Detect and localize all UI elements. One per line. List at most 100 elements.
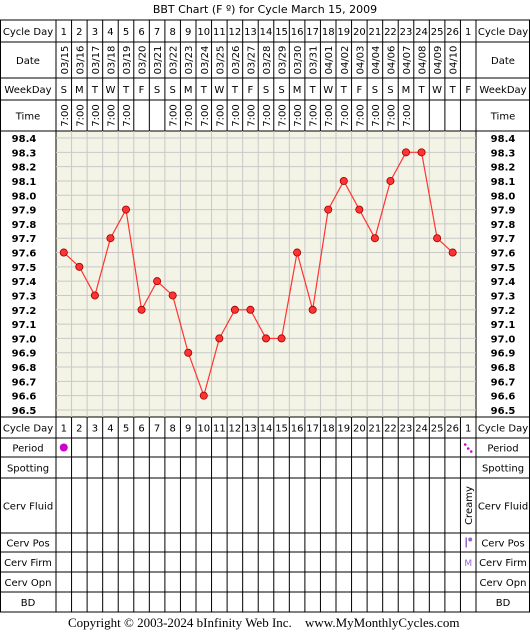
cycle-day-number: 20 <box>353 27 366 38</box>
weekday-label-left: WeekDay <box>4 85 51 96</box>
cycle-day-number-bottom: 20 <box>353 424 366 435</box>
temp-tick-label-right: 97.5 <box>491 263 516 274</box>
weekday-value: M <box>184 85 193 96</box>
period-label-right: Period <box>487 444 518 455</box>
temp-tick-label-right: 98.1 <box>491 177 516 188</box>
date-value: 03/30 <box>293 46 304 75</box>
cycle-day-number-bottom: 24 <box>415 424 428 435</box>
temp-tick-label-left: 98.2 <box>12 163 37 174</box>
date-value: 03/23 <box>184 46 195 75</box>
light-period-dots-icon <box>466 447 470 450</box>
cycle-day-number: 17 <box>306 27 319 38</box>
weekday-value: W <box>105 85 115 96</box>
date-label-left: Date <box>16 56 40 67</box>
temp-tick-label-left: 97.6 <box>12 249 37 260</box>
temperature-point <box>386 176 395 185</box>
weekday-value: T <box>418 85 426 96</box>
cycle-day-number-bottom: 5 <box>123 424 129 435</box>
weekday-value: T <box>231 85 239 96</box>
temp-tick-label-right: 96.6 <box>491 392 516 403</box>
date-value: 03/19 <box>122 46 133 75</box>
cycle-day-number: 11 <box>213 27 226 38</box>
temp-tick-label-left: 96.6 <box>12 392 37 403</box>
date-value: 04/10 <box>449 46 460 75</box>
cerv-pos-label-right: Cerv Pos <box>481 539 524 550</box>
temp-tick-label-left: 96.9 <box>12 349 37 360</box>
time-value: 7:00 <box>106 104 117 126</box>
temperature-point <box>199 391 208 400</box>
temp-tick-label-left: 98.3 <box>12 148 37 159</box>
cycle-day-number: 13 <box>244 27 257 38</box>
data-layer <box>59 148 473 548</box>
cycle-day-number-bottom: 22 <box>384 424 397 435</box>
weekday-value: F <box>139 85 145 96</box>
weekday-value: M <box>75 85 84 96</box>
time-value: 7:00 <box>293 104 304 126</box>
temp-tick-label-left: 97.2 <box>12 306 37 317</box>
period-marker <box>59 443 68 452</box>
cerv-firm-value: M <box>464 559 472 569</box>
temp-tick-label-right: 96.8 <box>491 363 516 374</box>
time-value: 7:00 <box>324 104 335 126</box>
cycle-day-number-bottom: 26 <box>446 424 459 435</box>
site-url[interactable]: www.MyMonthlyCycles.com <box>305 615 459 630</box>
cycle-day-number-bottom: 19 <box>337 424 350 435</box>
cerv-fluid-label-left: Cerv Fluid <box>3 502 53 513</box>
temp-tick-label-left: 96.7 <box>12 377 37 388</box>
time-value: 7:00 <box>262 104 273 126</box>
weekday-value: S <box>372 85 378 96</box>
date-value: 03/15 <box>60 46 71 75</box>
temp-tick-label-right: 96.5 <box>491 406 516 417</box>
cycle-day-label-right: Cycle Day <box>478 27 528 38</box>
temp-tick-label-right: 98.3 <box>491 148 516 159</box>
cycle-day-number: 16 <box>291 27 304 38</box>
cycle-day-label-bottom-left: Cycle Day <box>3 424 53 435</box>
date-value: 04/01 <box>324 46 335 75</box>
weekday-value: F <box>356 85 362 96</box>
temp-tick-label-right: 97.8 <box>491 220 516 231</box>
cycle-day-number: 21 <box>369 27 382 38</box>
cycle-day-number: 25 <box>431 27 444 38</box>
period-label-left: Period <box>12 444 43 455</box>
weekday-value: T <box>200 85 208 96</box>
time-label-left: Time <box>15 112 40 123</box>
cycle-day-number: 23 <box>400 27 413 38</box>
weekday-value: W <box>432 85 442 96</box>
temp-tick-label-left: 97.7 <box>12 234 37 245</box>
weekday-value: S <box>278 85 284 96</box>
cycle-day-number-bottom: 4 <box>107 424 113 435</box>
temperature-point <box>153 277 162 286</box>
time-value: 7:00 <box>340 104 351 126</box>
temp-tick-label-right: 98.4 <box>491 134 516 145</box>
time-value: 7:00 <box>402 104 413 126</box>
weekday-label-right: WeekDay <box>479 85 526 96</box>
cycle-day-number-bottom: 25 <box>431 424 444 435</box>
cycle-day-number-bottom: 16 <box>291 424 304 435</box>
time-value: 7:00 <box>75 104 86 126</box>
cycle-day-number-bottom: 11 <box>213 424 226 435</box>
temp-tick-label-left: 97.8 <box>12 220 37 231</box>
temp-tick-label-left: 98.1 <box>12 177 37 188</box>
chart-plot-area <box>56 131 476 417</box>
temp-tick-label-left: 97.9 <box>12 206 37 217</box>
grid-layer <box>0 19 530 613</box>
bd-label-left: BD <box>21 598 36 609</box>
time-value: 7:00 <box>386 104 397 126</box>
cycle-day-number-bottom: 18 <box>322 424 335 435</box>
weekday-value: F <box>465 85 471 96</box>
cycle-day-number-bottom: 8 <box>169 424 175 435</box>
cycle-day-label-bottom-right: Cycle Day <box>478 424 528 435</box>
cycle-day-number: 12 <box>229 27 242 38</box>
weekday-value: W <box>214 85 224 96</box>
time-value: 7:00 <box>169 104 180 126</box>
cycle-day-number: 4 <box>107 27 113 38</box>
weekday-value: S <box>387 85 393 96</box>
temp-tick-label-right: 96.7 <box>491 377 516 388</box>
cycle-day-number: 15 <box>275 27 288 38</box>
cycle-day-number-bottom: 6 <box>138 424 144 435</box>
temp-tick-label-left: 98.0 <box>12 191 37 202</box>
date-value: 03/28 <box>262 46 273 75</box>
date-value: 03/18 <box>106 46 117 75</box>
temp-tick-label-right: 97.3 <box>491 291 516 302</box>
temperature-point <box>90 291 99 300</box>
